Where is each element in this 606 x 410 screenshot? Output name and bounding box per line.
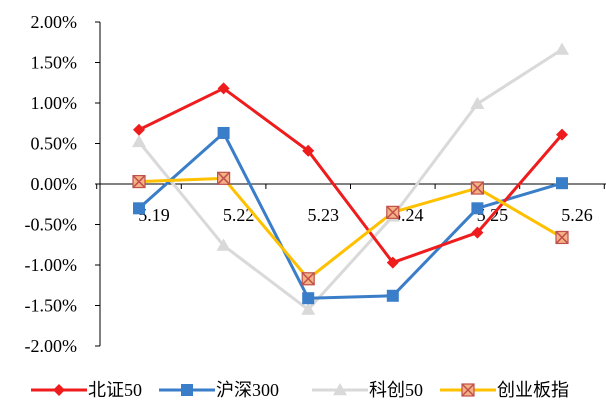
series-lines bbox=[132, 43, 569, 315]
data-point bbox=[556, 231, 568, 243]
data-point bbox=[471, 182, 483, 194]
legend: 北证50 沪深300 科创50 创业板指 bbox=[31, 380, 569, 400]
data-point bbox=[218, 172, 230, 184]
data-point bbox=[133, 202, 145, 214]
series-0 bbox=[133, 82, 568, 268]
data-point bbox=[302, 292, 314, 304]
legend-item: 创业板指 bbox=[440, 380, 569, 400]
legend-marker bbox=[462, 384, 474, 396]
data-point bbox=[556, 177, 568, 189]
data-point bbox=[387, 290, 399, 302]
series-line bbox=[139, 88, 562, 262]
data-point bbox=[133, 176, 145, 188]
y-tick-label: 0.00% bbox=[31, 174, 78, 194]
legend-label: 北证50 bbox=[88, 380, 142, 400]
x-tick-label: 5.23 bbox=[307, 205, 339, 225]
series-3 bbox=[133, 172, 568, 284]
y-tick-label: 1.50% bbox=[31, 53, 78, 73]
y-tick-label: -0.50% bbox=[25, 215, 78, 235]
legend-marker bbox=[53, 384, 65, 396]
legend-item: 北证50 bbox=[31, 380, 142, 400]
legend-item: 沪深300 bbox=[159, 380, 279, 400]
data-point bbox=[387, 206, 399, 218]
y-tick-label: -1.00% bbox=[25, 255, 78, 275]
y-tick-label: 2.00% bbox=[31, 12, 78, 32]
data-point bbox=[470, 97, 484, 109]
x-tick-label: 5.26 bbox=[561, 205, 593, 225]
legend-item: 科创50 bbox=[312, 380, 423, 400]
data-point bbox=[132, 135, 146, 147]
data-point bbox=[218, 127, 230, 139]
data-point bbox=[302, 273, 314, 285]
y-tick-label: 0.50% bbox=[31, 134, 78, 154]
data-point bbox=[133, 124, 145, 136]
legend-marker bbox=[181, 384, 193, 396]
legend-label: 创业板指 bbox=[497, 380, 569, 400]
data-point bbox=[471, 202, 483, 214]
legend-label: 科创50 bbox=[369, 380, 423, 400]
data-point bbox=[555, 43, 569, 55]
y-tick-label: 1.00% bbox=[31, 93, 78, 113]
legend-label: 沪深300 bbox=[216, 380, 279, 400]
y-tick-label: -1.50% bbox=[25, 296, 78, 316]
y-tick-label: -2.00% bbox=[25, 336, 78, 356]
